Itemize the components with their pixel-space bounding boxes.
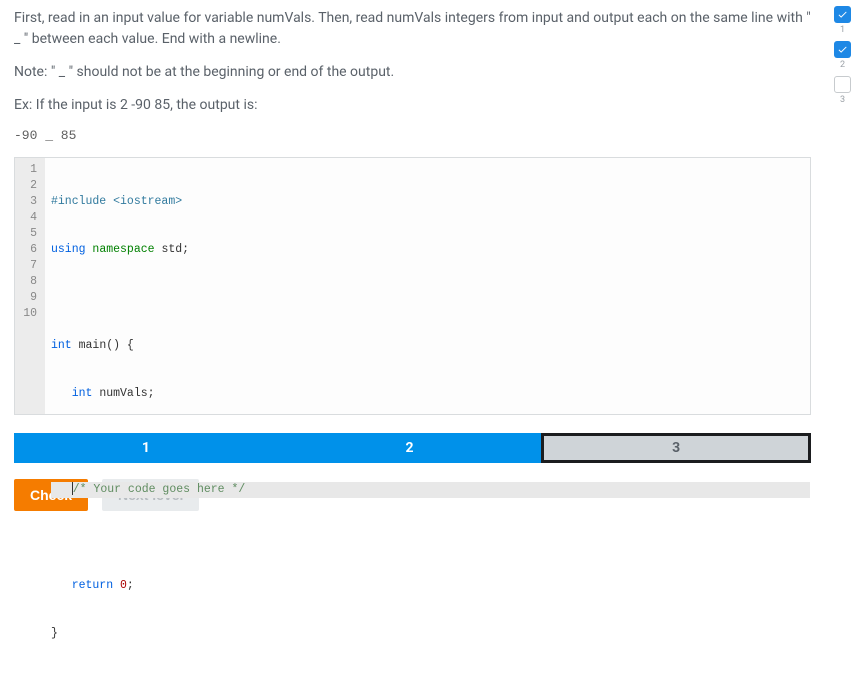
problem-statement: First, read in an input value for variab… xyxy=(14,8,811,116)
code-line-5[interactable]: int numVals; xyxy=(51,386,810,402)
code-token: <iostream> xyxy=(113,195,182,208)
code-line-7[interactable]: /* Your code goes here */ xyxy=(51,482,810,498)
problem-para-3: Ex: If the input is 2 -90 85, the output… xyxy=(14,95,811,116)
code-line-2[interactable]: using namespace std; xyxy=(51,242,810,258)
code-token: return xyxy=(51,579,120,592)
code-area[interactable]: #include <iostream> using namespace std;… xyxy=(45,158,810,414)
problem-text-span: First, read in an input value for variab… xyxy=(14,10,811,26)
code-token: using xyxy=(51,243,92,256)
code-token: #include xyxy=(51,195,113,208)
indicator-1[interactable] xyxy=(834,6,851,23)
code-token: int xyxy=(51,339,79,352)
code-token: /* Your code goes here */ xyxy=(73,483,246,496)
code-line-3[interactable] xyxy=(51,290,810,306)
problem-para-1: First, read in an input value for variab… xyxy=(14,8,811,50)
code-token: int xyxy=(51,387,99,400)
indicator-label-1: 1 xyxy=(840,25,845,35)
code-line-9[interactable]: return 0; xyxy=(51,578,810,594)
check-icon xyxy=(837,9,848,20)
indicator-2[interactable] xyxy=(834,41,851,58)
code-token: std; xyxy=(161,243,189,256)
line-number-gutter: 12345 678910 xyxy=(15,158,45,414)
indicator-3[interactable] xyxy=(834,76,851,93)
code-token: namespace xyxy=(92,243,161,256)
code-line-6[interactable] xyxy=(51,434,810,450)
code-editor[interactable]: 12345 678910 #include <iostream> using n… xyxy=(14,157,811,415)
code-token: 0 xyxy=(120,579,127,592)
check-icon xyxy=(837,44,848,55)
code-line-1[interactable]: #include <iostream> xyxy=(51,194,810,210)
code-token: } xyxy=(51,627,58,640)
problem-text-span: _ " between each value. End with a newli… xyxy=(14,31,281,47)
progress-indicators: 1 2 3 xyxy=(834,6,851,109)
indicator-label-3: 3 xyxy=(840,95,845,105)
problem-para-2: Note: " _ " should not be at the beginni… xyxy=(14,62,811,83)
code-token: main() { xyxy=(79,339,134,352)
code-token: numVals; xyxy=(99,387,154,400)
code-line-10[interactable]: } xyxy=(51,626,810,642)
example-output: -90 _ 85 xyxy=(14,128,811,143)
code-token: ; xyxy=(127,579,134,592)
code-line-4[interactable]: int main() { xyxy=(51,338,810,354)
indicator-label-2: 2 xyxy=(840,60,845,70)
